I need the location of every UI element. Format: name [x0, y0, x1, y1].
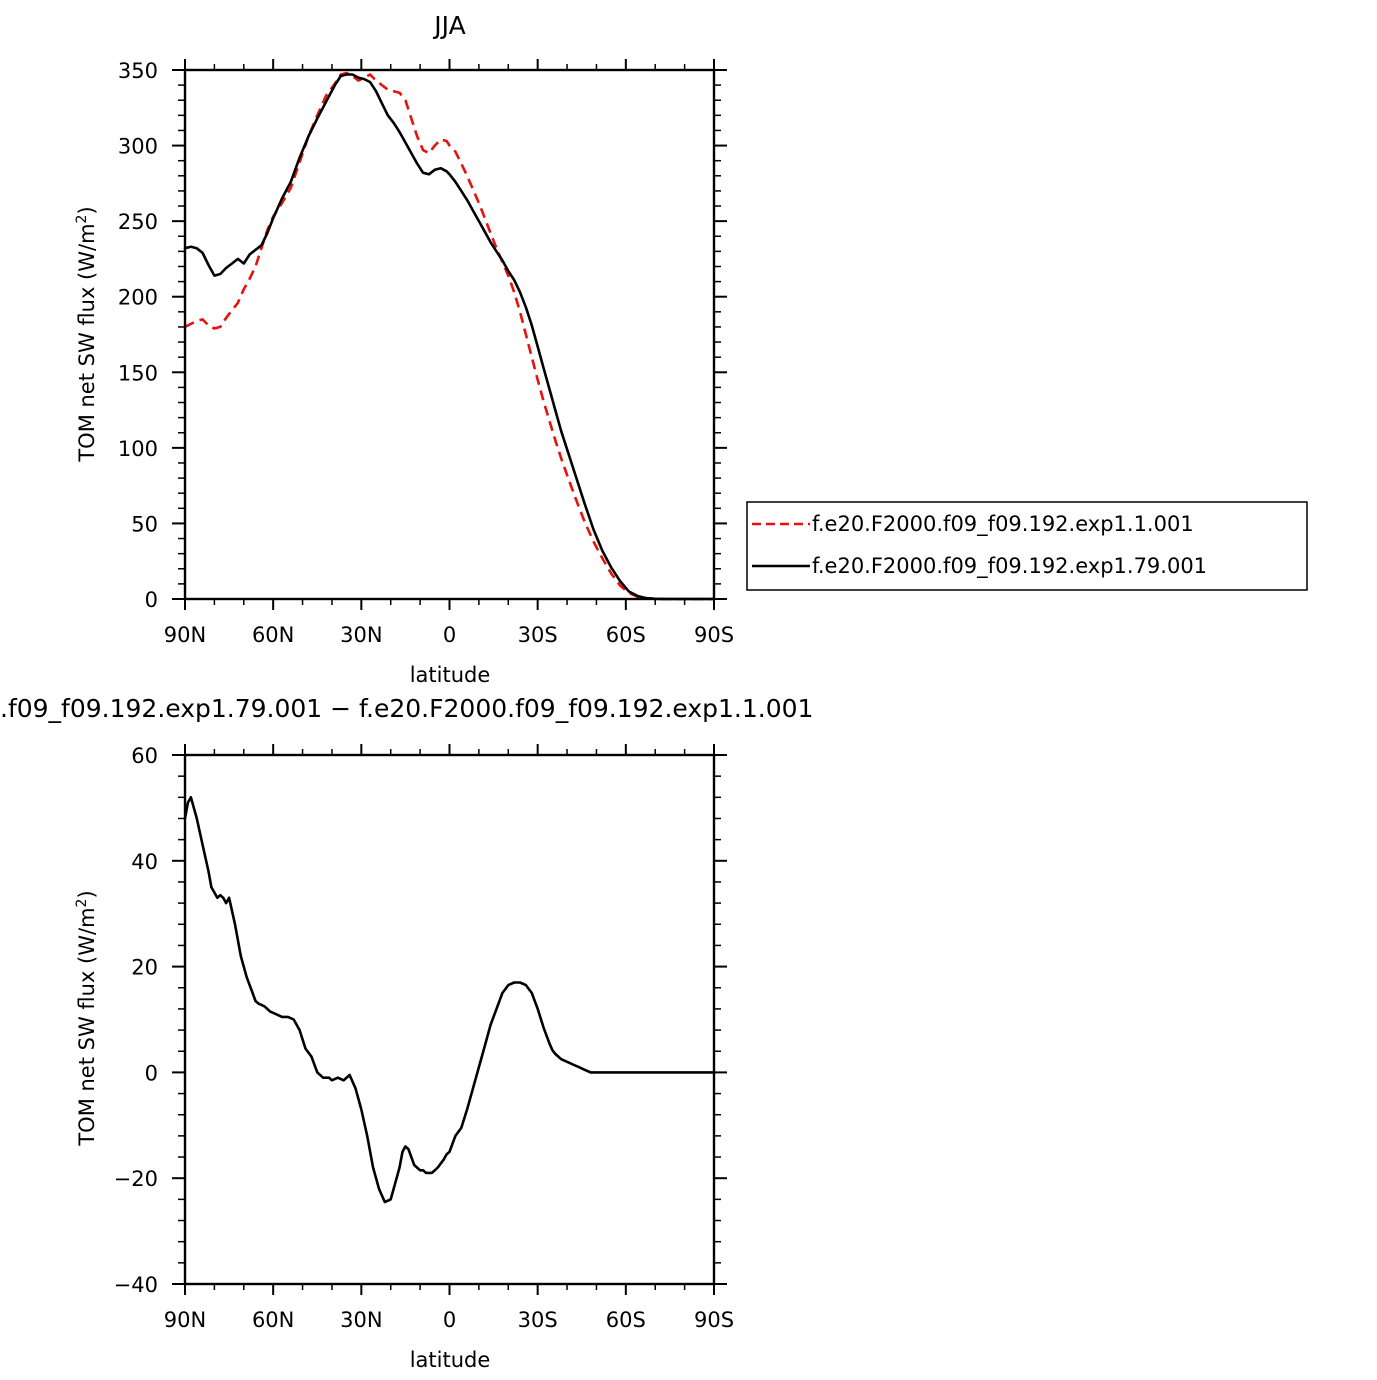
top-x-tick-label: 90N [164, 623, 206, 647]
top-x-tick-label: 30N [340, 623, 382, 647]
top-y-tick-label: 100 [118, 437, 158, 461]
bottom-x-tick-label: 90N [164, 1308, 206, 1332]
top-axes-group: 90N 60N 30N 0 30S 60S 90S 0 50 100 150 200 250 300 350 [118, 59, 734, 647]
bottom-y-tick-label: −20 [114, 1167, 158, 1191]
bottom-x-tick-label: 0 [443, 1308, 456, 1332]
top-y-tick-label: 50 [131, 512, 158, 536]
top-x-tick-label: 60N [252, 623, 294, 647]
bottom-x-axis-title: latitude [410, 1348, 491, 1372]
top-x-tick-label: 90S [694, 623, 734, 647]
top-x-axis-title: latitude [410, 663, 491, 687]
top-plot-frame [183, 68, 716, 601]
bottom-axes-group: 90N 60N 30N 0 30S 60S 90S −40 −20 0 20 40 60 [114, 744, 734, 1332]
legend-box [746, 501, 1308, 591]
legend-label-series-2: f.e20.F2000.f09_f09.192.exp1.79.001 [812, 554, 1207, 579]
top-y-tick-label: 200 [118, 286, 158, 310]
bottom-plot-frame [183, 753, 716, 1286]
bottom-y-tick-label: −40 [114, 1273, 158, 1297]
top-y-tick-label: 150 [118, 361, 158, 385]
top-y-tick-label: 300 [118, 135, 158, 159]
bottom-y-tick-label: 0 [145, 1061, 158, 1085]
top-y-tick-label: 350 [118, 59, 158, 83]
bottom-y-tick-label: 40 [131, 850, 158, 874]
legend-label-series-1: f.e20.F2000.f09_f09.192.exp1.1.001 [812, 512, 1194, 537]
bottom-x-tick-label: 60N [252, 1308, 294, 1332]
bottom-x-tick-label: 60S [606, 1308, 646, 1332]
bottom-x-tick-label: 30S [518, 1308, 558, 1332]
bottom-panel: .f09_f09.192.exp1.79.001 − f.e20.F2000.f… [0, 694, 813, 1372]
top-y-tick-label: 0 [145, 588, 158, 612]
bottom-chart-title: .f09_f09.192.exp1.79.001 − f.e20.F2000.f… [0, 694, 813, 723]
top-series-line-2 [183, 73, 716, 601]
bottom-y-tick-label: 20 [131, 956, 158, 980]
bottom-series-line-1 [183, 796, 716, 1204]
top-x-tick-label: 30S [518, 623, 558, 647]
bottom-y-tick-label: 60 [131, 744, 158, 768]
bottom-x-tick-label: 90S [694, 1308, 734, 1332]
top-panel: JJA 90N 60N 30N 0 30S 60S 90S 0 50 100 150 200 250 30… [74, 11, 734, 687]
bottom-y-axis-title: TOM net SW flux (W/m2) [74, 890, 99, 1146]
top-series-line-1 [184, 71, 714, 601]
bottom-x-tick-label: 30N [340, 1308, 382, 1332]
top-series-group [183, 71, 716, 601]
top-y-axis-title: TOM net SW flux (W/m2) [74, 206, 99, 462]
top-chart-title: JJA [432, 11, 465, 40]
top-x-tick-label: 0 [443, 623, 456, 647]
legend: f.e20.F2000.f09_f09.192.exp1.1.001 f.e20… [746, 501, 1308, 591]
bottom-series-group [183, 796, 716, 1204]
top-y-tick-label: 250 [118, 210, 158, 234]
top-x-tick-label: 60S [606, 623, 646, 647]
